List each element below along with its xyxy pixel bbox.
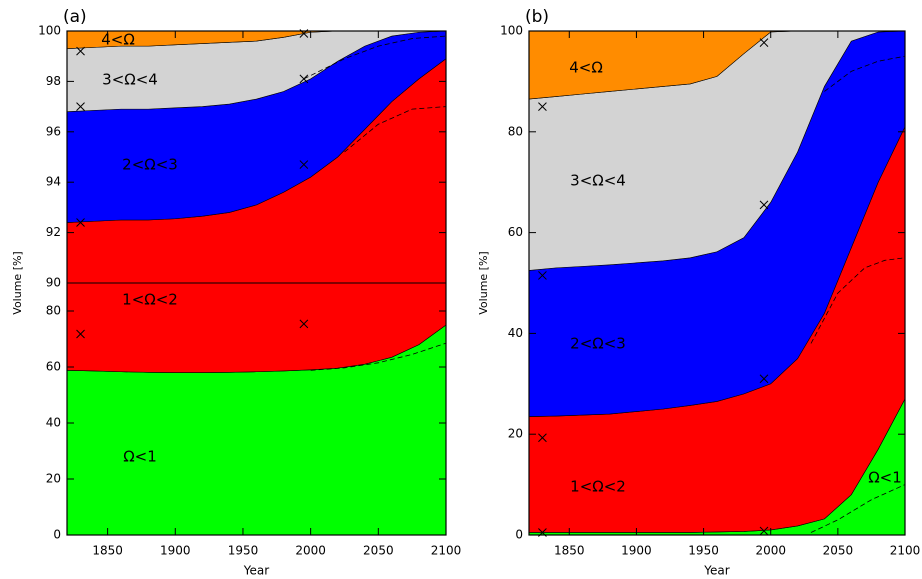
marker-cross [299,319,309,329]
dashed-line [303,35,447,80]
y-tick-label: 96 [46,124,61,138]
y-tick-label: 80 [508,124,523,138]
y-tick-label: 100 [38,24,61,38]
marker [759,38,769,47]
marker-cross [538,433,547,443]
marker [299,74,309,84]
x-tick-label: 2050 [363,544,394,558]
area-label: 4<Ω [569,59,603,77]
y-tick-label: 100 [500,24,523,38]
x-axis-label: Year [703,564,729,578]
area-label: 4<Ω [101,31,135,49]
x-tick-label: 1850 [554,544,585,558]
area-label: 1<Ω<2 [122,291,178,309]
x-tick-label: 1950 [228,544,259,558]
dashed-line [810,257,906,344]
marker-cross [538,271,547,280]
marker [759,526,769,536]
area-label: Ω<1 [868,469,902,487]
y-tick-label: 40 [508,326,523,340]
area-label: 2<Ω<3 [122,156,178,174]
y-tick-label: 98 [46,74,61,88]
marker [759,374,769,384]
area-label: Ω<1 [123,448,157,466]
marker [538,271,547,280]
dashed-line [344,106,447,153]
area-label: 3<Ω<4 [570,172,626,190]
area-label: 2<Ω<3 [570,335,626,353]
marker-cross [759,38,769,47]
marker [76,218,85,227]
x-tick-label: 2050 [823,544,854,558]
x-tick-label: 1850 [92,544,123,558]
marker-cross [759,526,769,536]
marker [76,329,85,339]
x-tick-label: 2100 [890,544,921,558]
marker [76,46,85,56]
x-axis-label: Year [243,564,269,578]
dashed-line [810,484,906,533]
x-tick-label: 1900 [160,544,191,558]
y-axis-label: Volume [%] [477,251,490,314]
marker-cross [538,102,547,111]
dashed-line [824,55,906,92]
x-tick-label: 2000 [295,544,326,558]
area-label: 1<Ω<2 [570,478,626,496]
marker [538,102,547,111]
y-tick-label: 90 [46,276,61,290]
marker [759,200,769,210]
marker-cross [759,374,769,384]
y-tick-label: 20 [46,472,61,486]
y-tick-label: 20 [508,427,523,441]
panel-title: (b) [525,7,549,27]
x-tick-label: 1900 [621,544,652,558]
marker [538,433,547,443]
y-axis-label: Volume [%] [11,251,24,314]
marker-cross [76,46,85,56]
marker [299,319,309,329]
marker-cross [76,102,85,111]
marker [299,160,309,169]
x-tick-label: 2000 [755,544,786,558]
marker-cross [299,160,309,169]
plot-frame [528,30,906,536]
marker-cross [299,74,309,84]
x-tick-label: 1950 [688,544,719,558]
area-label: 3<Ω<4 [102,71,158,89]
marker-cross [759,200,769,210]
marker-cross [76,218,85,227]
panel-title: (a) [63,7,87,27]
y-tick-label: 60 [508,225,523,239]
y-tick-label: 92 [46,225,61,239]
y-tick-label: 0 [53,528,61,542]
dashed-line [310,342,447,371]
marker [76,102,85,111]
y-tick-label: 60 [46,360,61,374]
marker-cross [76,329,85,339]
x-tick-label: 2100 [431,544,462,558]
y-tick-label: 0 [515,528,523,542]
y-tick-label: 80 [46,304,61,318]
y-tick-label: 94 [46,175,61,189]
y-tick-label: 40 [46,416,61,430]
